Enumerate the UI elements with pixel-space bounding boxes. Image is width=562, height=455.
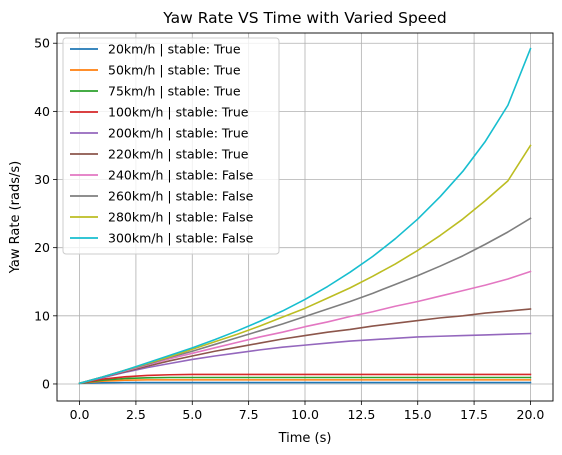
y-axis-label: Yaw Rate (rads/s) — [8, 161, 23, 274]
x-tick-label: 12.5 — [347, 407, 375, 422]
y-tick-label: 0 — [42, 376, 50, 391]
series-line-0 — [78, 381, 532, 385]
x-tick-label: 2.5 — [126, 407, 146, 422]
legend: 20km/h | stable: True 50km/h | stable: Tr… — [62, 37, 280, 255]
x-tick-label: 0.0 — [70, 407, 90, 422]
x-tick-label: 15.0 — [404, 407, 432, 422]
y-tick-label: 10 — [34, 308, 50, 323]
x-tick-label: 5.0 — [182, 407, 202, 422]
legend-label-9: 300km/h | stable: False — [108, 231, 254, 246]
series-line-4 — [78, 332, 532, 385]
series-layer — [78, 47, 532, 385]
y-tick-label: 30 — [34, 172, 50, 187]
x-tick-label: 17.5 — [460, 407, 488, 422]
legend-label-7: 260km/h | stable: False — [108, 189, 254, 204]
series-line-2 — [78, 376, 532, 385]
chart-title: Yaw Rate VS Time with Varied Speed — [162, 9, 446, 27]
legend-label-6: 240km/h | stable: False — [108, 168, 254, 183]
legend-label-0: 20km/h | stable: True — [108, 42, 241, 57]
series-line-1 — [78, 379, 532, 385]
series-line-3 — [78, 373, 532, 385]
legend-label-2: 75km/h | stable: True — [108, 84, 241, 99]
y-tick-label: 40 — [34, 104, 50, 119]
legend-label-1: 50km/h | stable: True — [108, 63, 241, 78]
legend-label-4: 200km/h | stable: True — [108, 126, 249, 141]
y-tick-label: 20 — [34, 240, 50, 255]
x-tick-label: 10.0 — [291, 407, 319, 422]
tick-layer: 0.0 2.5 5.0 7.5 10.0 12.5 15.0 17.5 20.0 0 10 20 30 4… — [34, 36, 544, 422]
legend-box — [62, 37, 280, 255]
y-tick-label: 50 — [34, 36, 50, 51]
legend-label-8: 280km/h | stable: False — [108, 210, 254, 225]
series-line-6 — [78, 270, 532, 385]
x-tick-label: 20.0 — [517, 407, 545, 422]
series-line-5 — [78, 308, 532, 385]
series-line-8 — [78, 144, 532, 385]
x-axis-label: Time (s) — [278, 431, 332, 446]
legend-label-5: 220km/h | stable: True — [108, 147, 249, 162]
legend-label-3: 100km/h | stable: True — [108, 105, 249, 120]
series-line-9 — [78, 47, 532, 385]
x-tick-label: 7.5 — [239, 407, 259, 422]
